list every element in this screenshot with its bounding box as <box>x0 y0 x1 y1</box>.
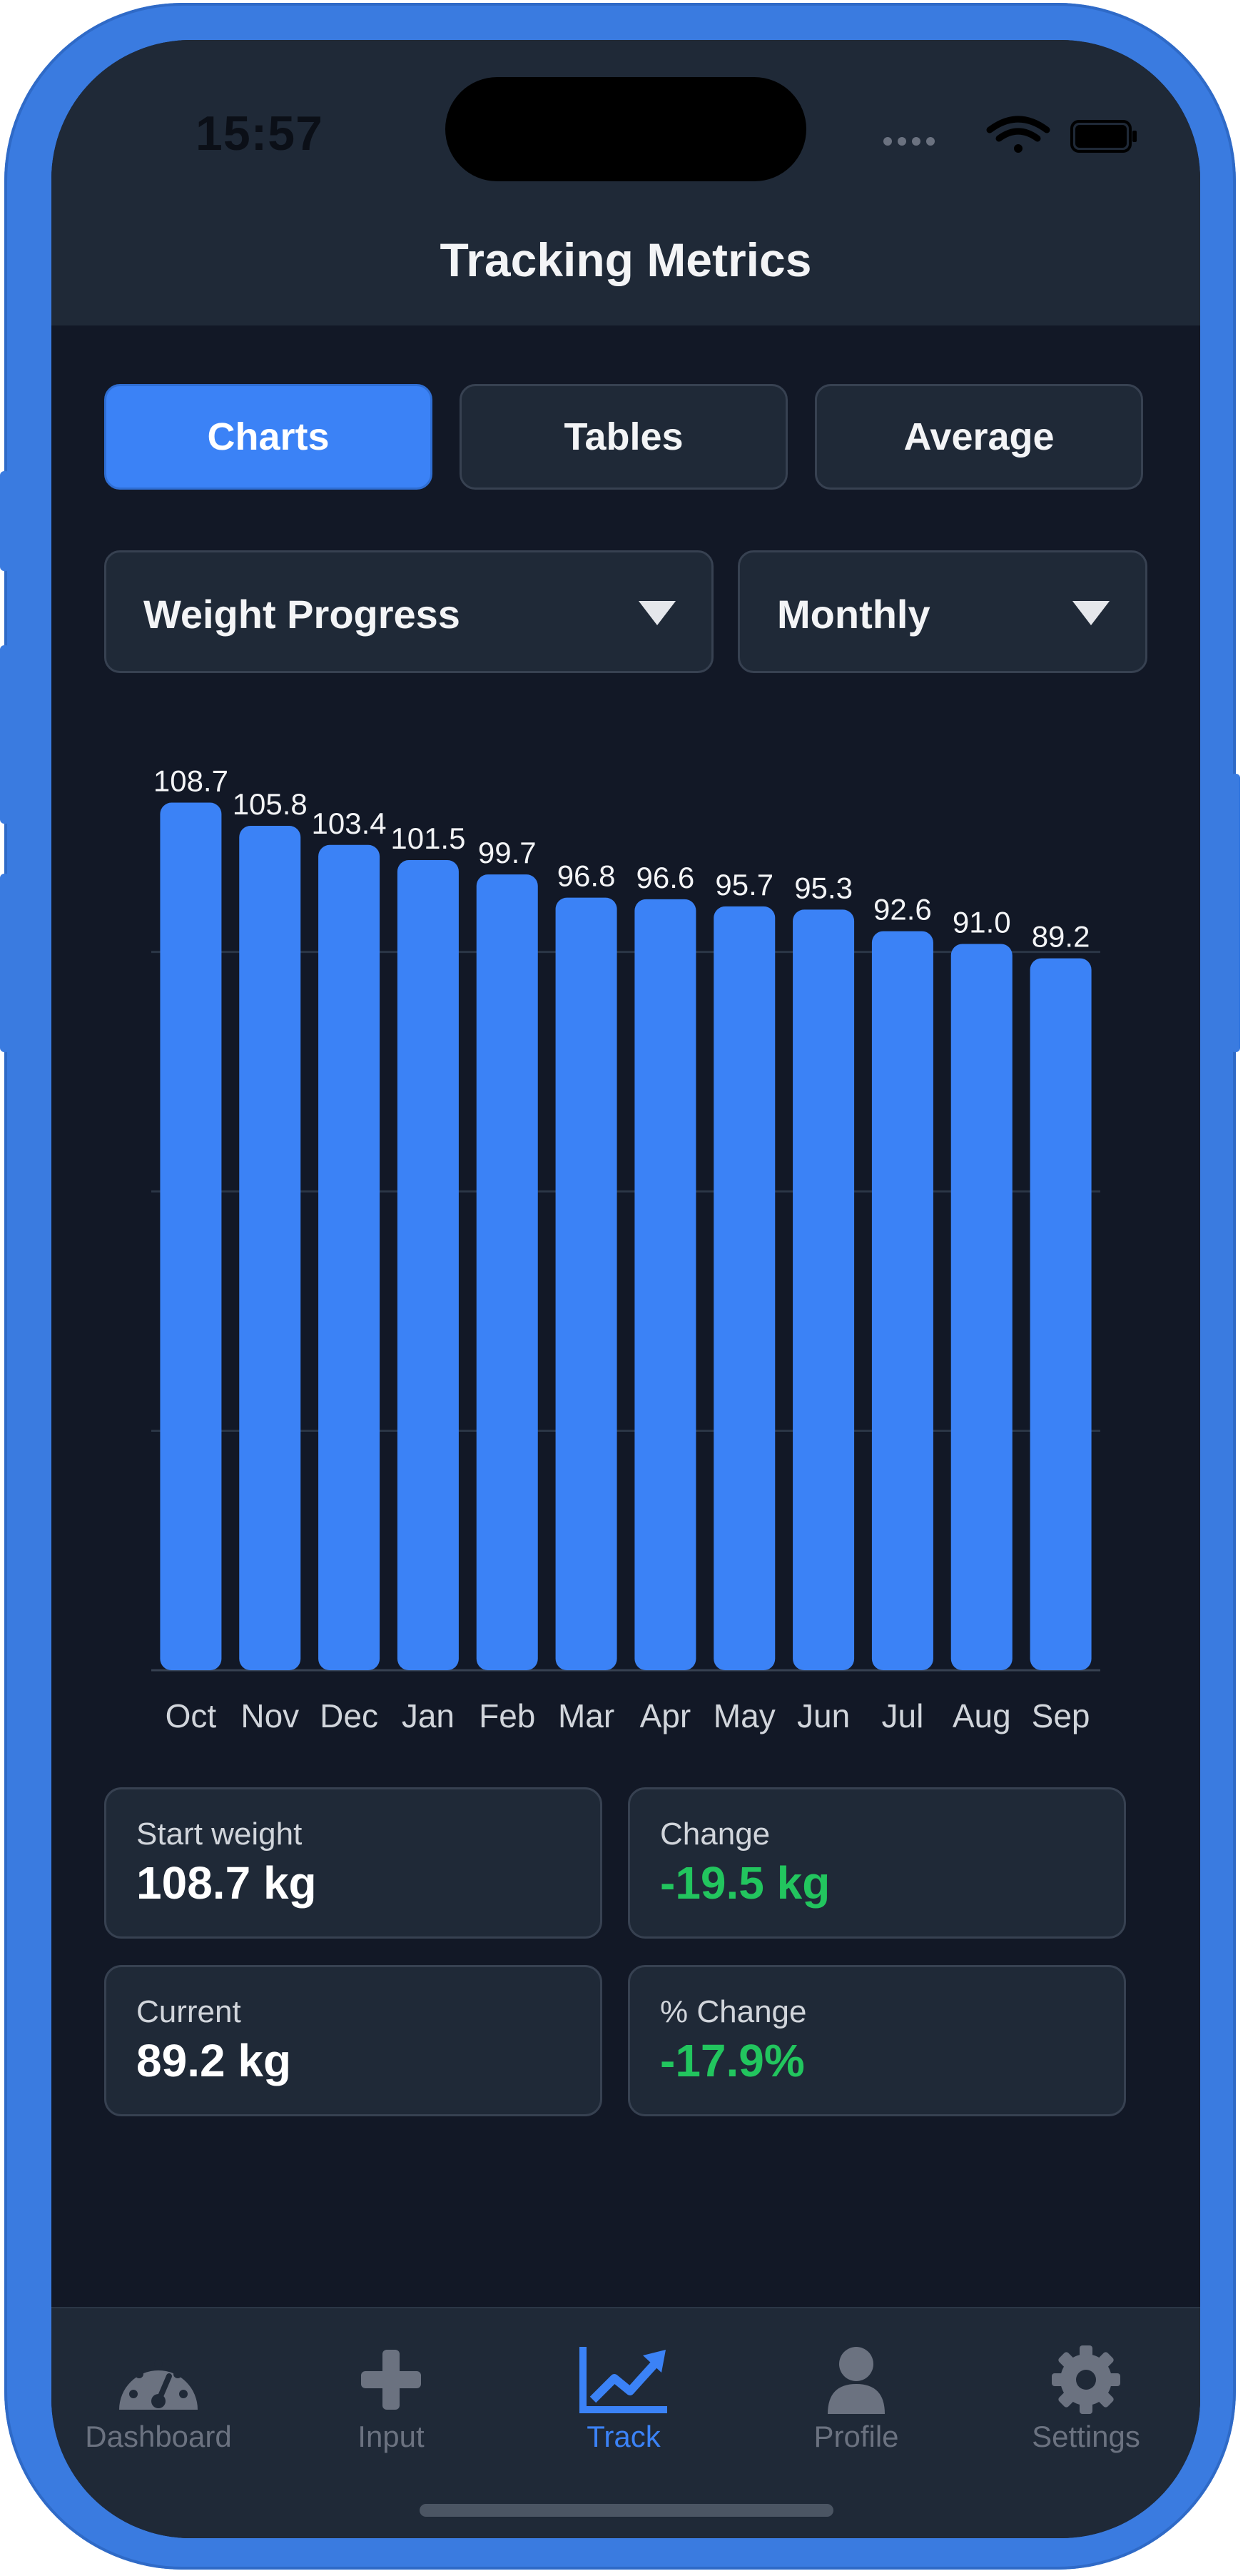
chevron-down-icon <box>639 601 676 625</box>
tab-input-label: Input <box>357 2420 425 2453</box>
bottom-tab-bar: Dashboard Input Track <box>51 2307 1200 2538</box>
bar-sep[interactable] <box>1030 958 1092 1670</box>
bar-dec[interactable] <box>318 844 380 1670</box>
start-weight-label: Start weight <box>136 1817 303 1852</box>
volume-down-button <box>0 874 10 1052</box>
tab-profile-label: Profile <box>813 2420 899 2453</box>
period-dropdown-value: Monthly <box>777 592 930 637</box>
tab-track[interactable]: Track <box>517 2344 731 2487</box>
bar-value-label: 96.8 <box>557 859 616 893</box>
x-tick-label: Jun <box>797 1697 850 1734</box>
weight-bar-chart: 108.7 Oct 105.8 Nov 103.4 Dec 101.5 Jan 99.7 Feb 9… <box>151 764 1100 1734</box>
phone-frame: 15:57 Tracking Metrics Charts <box>0 3 1240 2570</box>
bar-mar[interactable] <box>555 897 617 1670</box>
power-button <box>1230 774 1240 1052</box>
tab-input[interactable]: Input <box>284 2344 498 2487</box>
change-card: Change -19.5 kg <box>628 1787 1126 1939</box>
gauge-icon <box>119 2360 198 2410</box>
tab-profile[interactable]: Profile <box>749 2344 963 2487</box>
bar-value-label: 101.5 <box>390 822 465 855</box>
bar-value-label: 92.6 <box>873 893 932 926</box>
bar-value-label: 96.6 <box>636 861 695 894</box>
volume-up-button <box>0 645 10 824</box>
bar-value-label: 105.8 <box>233 787 308 821</box>
x-tick-label: Apr <box>640 1697 691 1734</box>
home-indicator <box>420 2504 833 2517</box>
bar-may[interactable] <box>714 906 776 1670</box>
change-label: Change <box>660 1817 771 1852</box>
bar-value-label: 91.0 <box>953 905 1011 939</box>
bar-aug[interactable] <box>950 944 1013 1670</box>
bar-value-label: 95.7 <box>715 868 773 901</box>
period-dropdown[interactable]: Monthly <box>738 550 1147 673</box>
page-title: Tracking Metrics <box>440 233 812 286</box>
bar-nov[interactable] <box>239 825 301 1670</box>
x-tick-label: Dec <box>320 1697 378 1734</box>
screen: 15:57 Tracking Metrics Charts <box>51 40 1200 2538</box>
bar-jan[interactable] <box>397 860 459 1670</box>
bar-feb[interactable] <box>476 874 538 1670</box>
wifi-icon <box>986 116 1050 153</box>
bar-value-label: 95.3 <box>794 871 853 904</box>
bar-oct[interactable] <box>160 802 222 1670</box>
x-tick-label: Mar <box>558 1697 614 1734</box>
start-weight-value: 108.7 kg <box>136 1857 317 1909</box>
tab-track-label: Track <box>587 2420 661 2453</box>
percent-change-value: -17.9% <box>660 2035 805 2086</box>
percent-change-card: % Change -17.9% <box>628 1965 1126 2116</box>
x-tick-label: May <box>714 1697 776 1734</box>
x-tick-label: Aug <box>953 1697 1011 1734</box>
signal-icon <box>883 137 935 146</box>
metric-dropdown[interactable]: Weight Progress <box>104 550 714 673</box>
bar-value-label: 89.2 <box>1032 920 1090 954</box>
bar-value-label: 103.4 <box>312 807 387 840</box>
chevron-down-icon <box>1072 601 1110 625</box>
tab-tables[interactable]: Tables <box>460 384 788 490</box>
metric-dropdown-value: Weight Progress <box>143 592 460 637</box>
tab-settings-label: Settings <box>1032 2420 1140 2453</box>
header: 15:57 Tracking Metrics <box>51 40 1200 325</box>
status-time: 15:57 <box>196 106 323 161</box>
start-weight-card: Start weight 108.7 kg <box>104 1787 602 1939</box>
x-tick-label: Oct <box>166 1697 217 1734</box>
bar-value-label: 108.7 <box>153 764 228 798</box>
gear-icon <box>1052 2345 1120 2414</box>
tab-charts[interactable]: Charts <box>104 384 432 490</box>
tab-dashboard-label: Dashboard <box>85 2420 232 2453</box>
change-value: -19.5 kg <box>660 1857 831 1909</box>
tab-dashboard[interactable]: Dashboard <box>51 2344 265 2487</box>
x-tick-label: Nov <box>240 1697 299 1734</box>
percent-change-label: % Change <box>660 1994 807 2029</box>
bar-jul[interactable] <box>871 931 933 1670</box>
battery-icon <box>1070 120 1137 153</box>
x-tick-label: Sep <box>1032 1697 1090 1734</box>
bar-value-label: 99.7 <box>478 836 537 869</box>
current-weight-value: 89.2 kg <box>136 2035 292 2086</box>
user-icon <box>828 2347 885 2414</box>
bar-apr[interactable] <box>634 899 696 1670</box>
x-tick-label: Jul <box>882 1697 924 1734</box>
tab-settings[interactable]: Settings <box>979 2344 1193 2487</box>
plus-icon <box>361 2350 421 2410</box>
x-tick-label: Jan <box>402 1697 455 1734</box>
tab-average[interactable]: Average <box>815 384 1143 490</box>
current-weight-card: Current 89.2 kg <box>104 1965 602 2116</box>
x-tick-label: Feb <box>479 1697 535 1734</box>
chart-line-icon <box>579 2347 667 2413</box>
dynamic-island <box>445 77 806 181</box>
current-weight-label: Current <box>136 1994 241 2029</box>
action-button <box>0 471 10 571</box>
bar-jun[interactable] <box>793 909 855 1670</box>
status-icons <box>883 116 1137 153</box>
